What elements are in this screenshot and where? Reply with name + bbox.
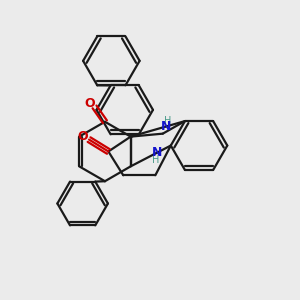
Text: O: O: [85, 97, 95, 110]
Text: H: H: [164, 116, 171, 126]
Text: N: N: [161, 120, 171, 133]
Text: O: O: [77, 130, 88, 142]
Text: N: N: [152, 146, 162, 159]
Text: H: H: [152, 155, 159, 165]
